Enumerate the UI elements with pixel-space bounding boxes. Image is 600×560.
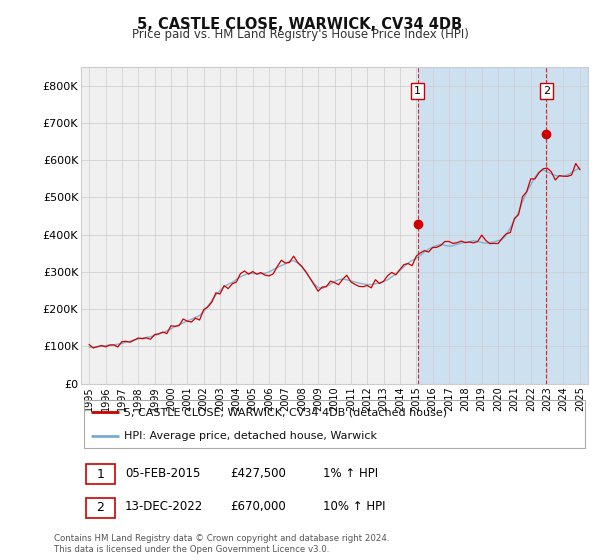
Text: Price paid vs. HM Land Registry's House Price Index (HPI): Price paid vs. HM Land Registry's House … — [131, 28, 469, 41]
Text: 1% ↑ HPI: 1% ↑ HPI — [323, 466, 378, 480]
Bar — [418, 67, 588, 384]
Text: £670,000: £670,000 — [230, 500, 286, 514]
Text: 10% ↑ HPI: 10% ↑ HPI — [323, 500, 385, 514]
Text: This data is licensed under the Open Government Licence v3.0.: This data is licensed under the Open Gov… — [54, 545, 329, 554]
Text: 13-DEC-2022: 13-DEC-2022 — [125, 500, 203, 514]
Text: 1: 1 — [414, 86, 421, 96]
Text: 1: 1 — [97, 468, 104, 481]
Text: 5, CASTLE CLOSE, WARWICK, CV34 4DB (detached house): 5, CASTLE CLOSE, WARWICK, CV34 4DB (deta… — [124, 408, 447, 418]
Text: 5, CASTLE CLOSE, WARWICK, CV34 4DB: 5, CASTLE CLOSE, WARWICK, CV34 4DB — [137, 17, 463, 32]
Text: 2: 2 — [97, 501, 104, 515]
Text: £427,500: £427,500 — [230, 466, 286, 480]
Text: 05-FEB-2015: 05-FEB-2015 — [125, 466, 200, 480]
Text: Contains HM Land Registry data © Crown copyright and database right 2024.: Contains HM Land Registry data © Crown c… — [54, 534, 389, 543]
Text: 2: 2 — [543, 86, 550, 96]
Text: HPI: Average price, detached house, Warwick: HPI: Average price, detached house, Warw… — [124, 431, 377, 441]
